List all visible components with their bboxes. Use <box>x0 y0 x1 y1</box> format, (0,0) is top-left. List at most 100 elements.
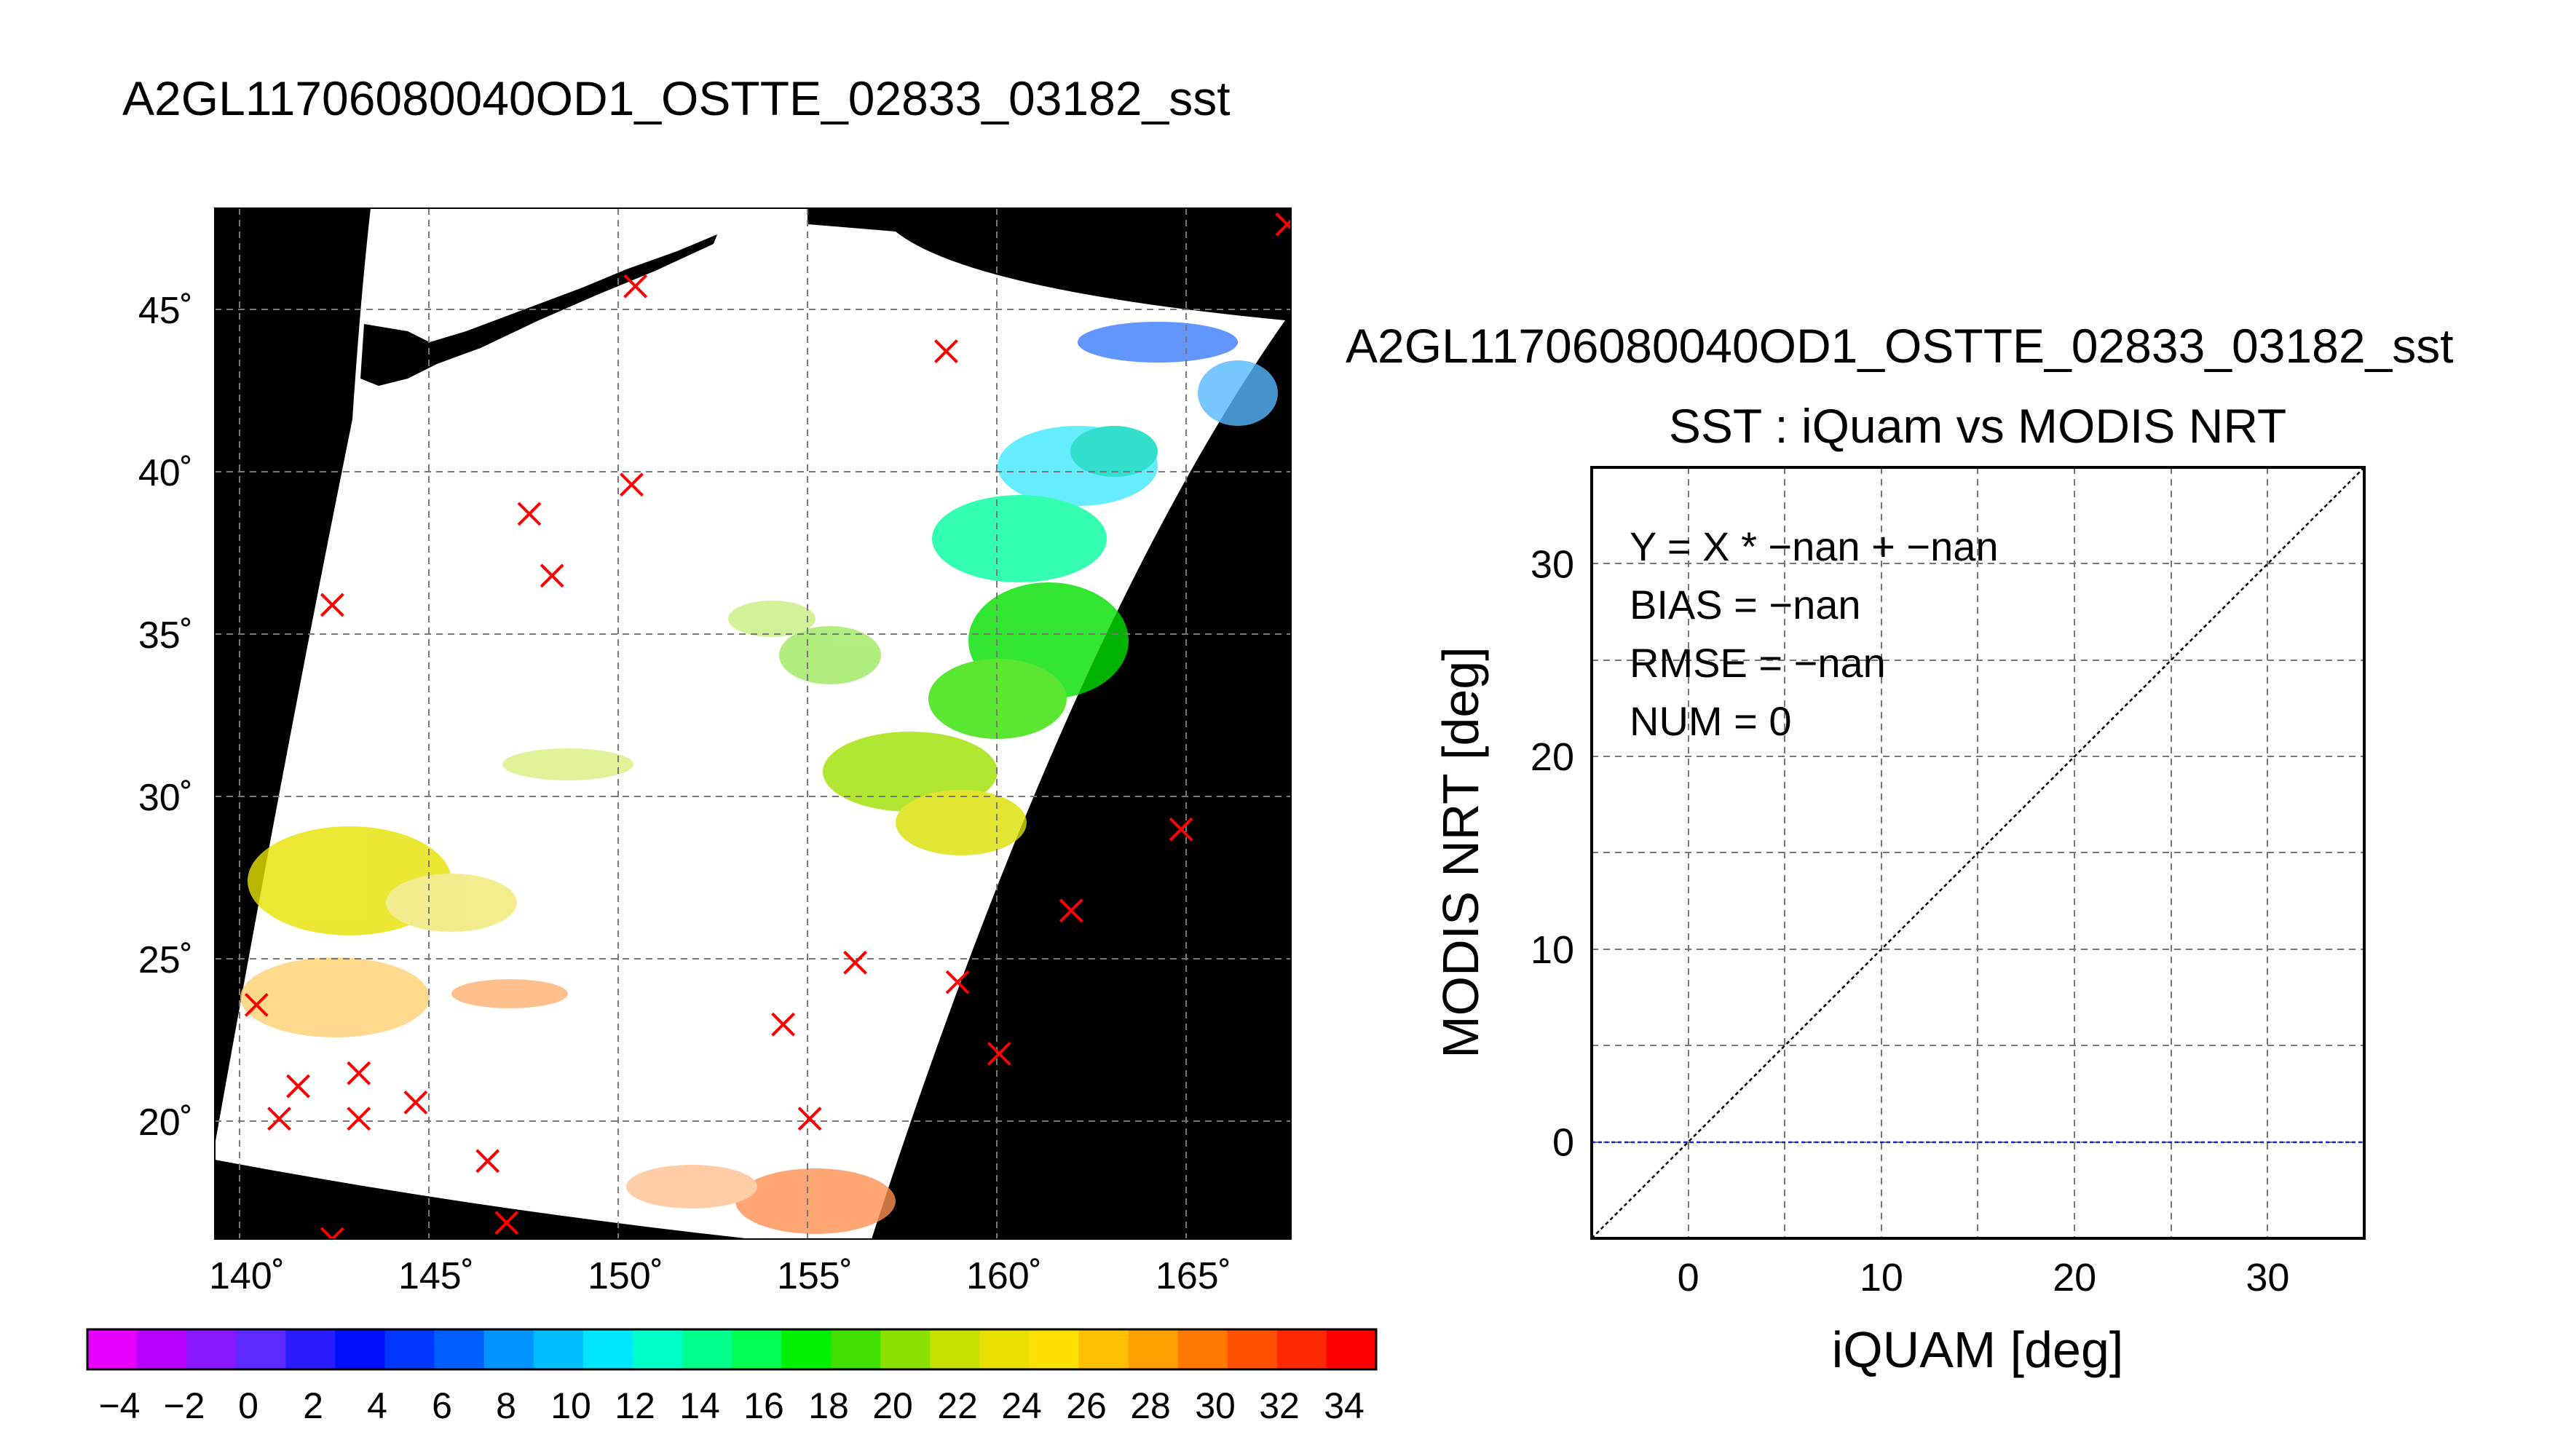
scatter-y-axis-label: MODIS NRT [deg] <box>1432 646 1489 1058</box>
colorbar-labels: −4 −2 0 2 4 6 8 10 12 14 16 18 20 22 24 … <box>98 1385 1364 1426</box>
scatter-y-tick-label: 30 <box>1531 542 1574 586</box>
match-marker <box>934 339 958 363</box>
colorbar-cell <box>583 1329 633 1369</box>
scatter-frame <box>1590 466 2366 1240</box>
scatter-x-ticks: 0 10 20 30 <box>1678 1256 2290 1299</box>
colorbar-tick-label: 2 <box>303 1385 323 1426</box>
bias-text: BIAS = −nan <box>1630 582 1861 628</box>
colorbar-frame <box>86 1328 1378 1371</box>
colorbar-tick-label: 24 <box>1001 1385 1042 1426</box>
match-marker <box>403 1090 428 1115</box>
scatter-title: A2GL11706080040OD1_OSTTE_02833_03182_sst <box>1346 319 2454 373</box>
colorbar-tick-label: 16 <box>743 1385 784 1426</box>
colorbar-cell <box>930 1329 980 1369</box>
map-markers <box>244 212 1291 1239</box>
scatter-x-tick-label: 20 <box>2053 1256 2096 1299</box>
match-marker <box>244 992 269 1017</box>
colorbar-tick-label: 34 <box>1324 1385 1365 1426</box>
map-x-tick-label: 155˚ <box>777 1255 853 1297</box>
scatter-y-tick-label: 10 <box>1531 928 1574 972</box>
map-grid <box>215 208 1291 1239</box>
colorbar-tick-label: −2 <box>163 1385 205 1426</box>
map-x-tick-label: 160˚ <box>966 1255 1042 1297</box>
match-marker <box>771 1012 796 1037</box>
match-marker <box>1275 212 1291 237</box>
scatter-y-ticks: 0 10 20 30 <box>1531 542 1574 1164</box>
map-y-tick-label: 25˚ <box>138 939 193 981</box>
match-marker <box>945 970 970 994</box>
scatter-grid <box>1592 467 2364 1238</box>
map-y-tick-label: 45˚ <box>138 290 193 332</box>
scatter-annotations: Y = X * −nan + −nan BIAS = −nan RMSE = −… <box>1630 523 1999 744</box>
colorbar-cell <box>880 1329 931 1369</box>
match-marker <box>623 274 648 298</box>
colorbar-cell <box>682 1329 732 1369</box>
scatter-subtitle: SST : iQuam vs MODIS NRT <box>1669 399 2286 453</box>
map-title: A2GL11706080040OD1_OSTTE_02833_03182_sst <box>122 71 1231 125</box>
colorbar-cell <box>1276 1329 1327 1369</box>
colorbar-cell <box>1029 1329 1080 1369</box>
colorbar-tick-label: 30 <box>1195 1385 1236 1426</box>
colorbar-cell <box>979 1329 1030 1369</box>
colorbar-cell <box>632 1329 683 1369</box>
land-mass <box>360 234 717 386</box>
map-x-tick-label: 165˚ <box>1156 1255 1231 1297</box>
colorbar-cells <box>87 1329 1377 1369</box>
map-x-tick-label: 145˚ <box>398 1255 474 1297</box>
colorbar-cell <box>533 1329 584 1369</box>
colorbar: −4 −2 0 2 4 6 8 10 12 14 16 18 20 22 24 … <box>86 1328 1378 1426</box>
match-marker <box>267 1107 291 1131</box>
colorbar-cell <box>1227 1329 1278 1369</box>
scatter-x-tick-label: 30 <box>2246 1256 2289 1299</box>
match-marker <box>494 1211 519 1235</box>
colorbar-tick-label: 32 <box>1259 1385 1300 1426</box>
colorbar-tick-label: 26 <box>1066 1385 1107 1426</box>
one-to-one-line <box>1592 467 2364 1238</box>
match-marker <box>475 1149 500 1174</box>
scatter-x-tick-label: 0 <box>1678 1256 1699 1299</box>
colorbar-tick-label: 20 <box>872 1385 913 1426</box>
match-marker <box>987 1041 1011 1066</box>
scatter-panel: A2GL11706080040OD1_OSTTE_02833_03182_sst… <box>1346 319 2454 1378</box>
colorbar-cell <box>831 1329 881 1369</box>
colorbar-cell <box>186 1329 237 1369</box>
match-marker <box>1169 817 1193 842</box>
colorbar-cell <box>335 1329 385 1369</box>
match-marker <box>347 1107 371 1131</box>
colorbar-tick-label: 18 <box>808 1385 849 1426</box>
colorbar-cell <box>87 1329 138 1369</box>
scatter-y-tick-label: 0 <box>1552 1121 1574 1165</box>
map-y-tick-label: 30˚ <box>138 777 193 819</box>
match-marker <box>620 472 644 497</box>
regression-text: Y = X * −nan + −nan <box>1630 523 1999 569</box>
rmse-text: RMSE = −nan <box>1630 640 1886 686</box>
colorbar-cell <box>137 1329 187 1369</box>
colorbar-tick-label: 12 <box>615 1385 655 1426</box>
map-y-tick-label: 20˚ <box>138 1101 193 1144</box>
match-marker <box>320 593 344 617</box>
sst-patches <box>240 322 1278 1234</box>
match-marker <box>797 1107 822 1131</box>
match-marker <box>517 502 542 526</box>
colorbar-cell <box>732 1329 782 1369</box>
colorbar-tick-label: 4 <box>367 1385 387 1426</box>
match-marker <box>843 950 867 975</box>
match-marker <box>1059 898 1083 923</box>
num-text: NUM = 0 <box>1630 698 1792 744</box>
colorbar-cell <box>483 1329 534 1369</box>
scatter-x-tick-label: 10 <box>1860 1256 1903 1299</box>
colorbar-cell <box>781 1329 832 1369</box>
colorbar-tick-label: 6 <box>432 1385 452 1426</box>
colorbar-cell <box>384 1329 435 1369</box>
map-x-ticks: 140˚ 145˚ 150˚ 155˚ 160˚ 165˚ <box>209 1255 1231 1297</box>
colorbar-cell <box>236 1329 286 1369</box>
map-x-tick-label: 150˚ <box>588 1255 663 1297</box>
match-marker <box>540 563 564 588</box>
colorbar-cell <box>1177 1329 1228 1369</box>
colorbar-cell <box>1078 1329 1129 1369</box>
scatter-x-axis-label: iQUAM [deg] <box>1832 1321 2124 1378</box>
colorbar-cell <box>285 1329 336 1369</box>
match-marker <box>347 1061 371 1085</box>
map-frame <box>214 207 1292 1240</box>
